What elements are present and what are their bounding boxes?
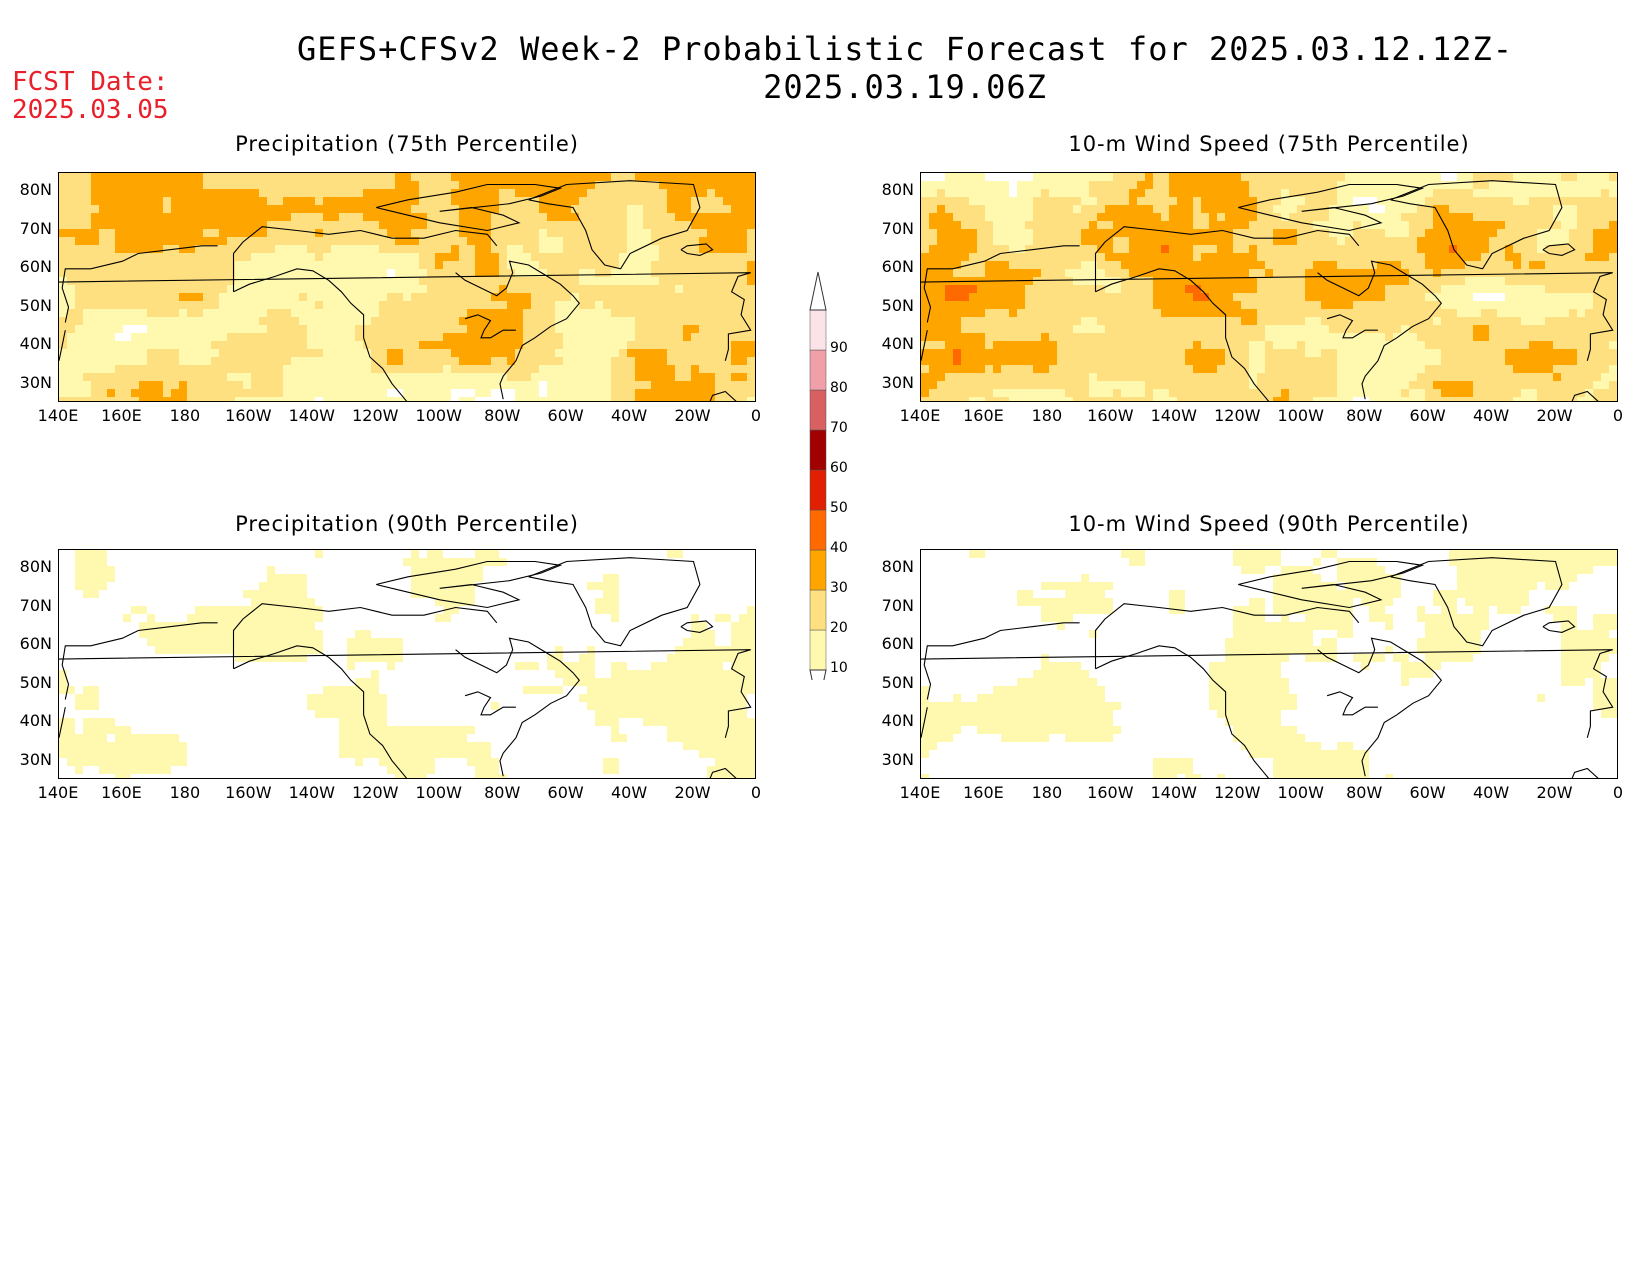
lon-tick-label: 100W: [1277, 783, 1324, 802]
lon-tick-label: 120W: [352, 783, 399, 802]
panel-title-precip-75: Precipitation (75th Percentile): [235, 132, 579, 156]
lon-tick-label: 80W: [484, 783, 521, 802]
lon-tick-label: 60W: [547, 406, 584, 425]
lat-tick-label: 80N: [19, 557, 52, 576]
lon-tick-label: 100W: [1277, 406, 1324, 425]
lat-tick-label: 50N: [881, 295, 914, 315]
lon-tick-label: 140W: [1150, 783, 1197, 802]
lat-tick-label: 60N: [881, 257, 914, 276]
lon-tick-label: 80W: [484, 406, 521, 425]
lat-tick-label: 40N: [19, 711, 52, 730]
page-title: GEFS+CFSv2 Week-2 Probabilistic Forecast…: [297, 30, 1513, 106]
map-wind-75: [920, 172, 1618, 402]
lon-tick-label: 140E: [899, 406, 941, 425]
forecast-date-block: FCST Date: 2025.03.05: [12, 68, 169, 124]
lon-tick-label: 60W: [1409, 406, 1446, 425]
lon-tick-label: 160E: [101, 783, 142, 802]
lat-tick-label: 80N: [881, 557, 914, 576]
lat-tick-label: 60N: [881, 634, 914, 653]
lat-tick-label: 50N: [19, 672, 52, 692]
lon-tick-label: 120W: [1214, 783, 1261, 802]
lon-tick-label: 20W: [674, 406, 711, 425]
lon-tick-label: 120W: [352, 406, 399, 425]
lon-tick-label: 160E: [101, 406, 142, 425]
lat-tick-label: 30N: [881, 372, 914, 392]
colorbar: [808, 270, 828, 709]
lon-tick-label: 40W: [610, 406, 648, 425]
colorbar-level-label: 90: [830, 340, 848, 356]
lat-tick-label: 40N: [881, 711, 914, 730]
colorbar-level-label: 30: [830, 580, 848, 596]
lat-tick-label: 70N: [881, 595, 914, 615]
lon-tick-label: 100W: [415, 406, 462, 425]
lon-tick-label: 40W: [1472, 783, 1510, 802]
colorbar-level-label: 40: [830, 540, 848, 556]
lat-tick-label: 70N: [19, 218, 52, 238]
lon-tick-label: 180: [169, 783, 201, 802]
lon-tick-label: 160W: [1087, 406, 1134, 425]
colorbar-level-label: 70: [830, 420, 848, 436]
lat-tick-label: 70N: [881, 218, 914, 238]
lon-tick-label: 20W: [674, 783, 711, 802]
map-wind-90: [920, 549, 1618, 779]
lat-tick-label: 30N: [19, 749, 52, 769]
lat-tick-label: 50N: [19, 295, 52, 315]
lat-tick-label: 60N: [19, 634, 52, 653]
lon-tick-label: 0: [1612, 406, 1624, 425]
lon-tick-label: 60W: [547, 783, 584, 802]
lon-tick-label: 160E: [963, 783, 1004, 802]
colorbar-level-label: 10: [830, 660, 848, 676]
panel-title-wind-90: 10-m Wind Speed (90th Percentile): [1068, 512, 1470, 536]
lon-tick-label: 40W: [610, 783, 648, 802]
lon-tick-label: 20W: [1536, 406, 1573, 425]
lon-tick-label: 0: [750, 783, 762, 802]
lat-tick-label: 30N: [19, 372, 52, 392]
lon-tick-label: 180: [1031, 406, 1063, 425]
lat-tick-label: 60N: [19, 257, 52, 276]
lon-tick-label: 0: [750, 406, 762, 425]
lat-tick-label: 80N: [19, 180, 52, 199]
lon-tick-label: 120W: [1214, 406, 1261, 425]
map-precip-75: [58, 172, 756, 402]
lon-tick-label: 60W: [1409, 783, 1446, 802]
forecast-date-label: FCST Date:: [12, 67, 169, 97]
colorbar-level-label: 60: [830, 460, 848, 476]
lon-tick-label: 80W: [1346, 406, 1383, 425]
lat-tick-label: 40N: [19, 334, 52, 353]
lon-tick-label: 80W: [1346, 783, 1383, 802]
lat-tick-label: 50N: [881, 672, 914, 692]
panel-title-precip-90: Precipitation (90th Percentile): [235, 512, 579, 536]
lon-tick-label: 160W: [1087, 783, 1134, 802]
lon-tick-label: 20W: [1536, 783, 1573, 802]
lon-tick-label: 140W: [288, 783, 335, 802]
lon-tick-label: 160E: [963, 406, 1004, 425]
lon-tick-label: 140E: [37, 406, 79, 425]
lon-tick-label: 180: [1031, 783, 1063, 802]
lon-tick-label: 40W: [1472, 406, 1510, 425]
lon-tick-label: 140W: [288, 406, 335, 425]
lon-tick-label: 160W: [225, 783, 272, 802]
colorbar-level-label: 20: [830, 620, 848, 636]
map-precip-90: [58, 549, 756, 779]
colorbar-level-label: 50: [830, 500, 848, 516]
lon-tick-label: 140W: [1150, 406, 1197, 425]
lon-tick-label: 100W: [415, 783, 462, 802]
lat-tick-label: 30N: [881, 749, 914, 769]
lat-tick-label: 70N: [19, 595, 52, 615]
lon-tick-label: 140E: [37, 783, 79, 802]
lon-tick-label: 140E: [899, 783, 941, 802]
lon-tick-label: 180: [169, 406, 201, 425]
lat-tick-label: 40N: [881, 334, 914, 353]
lat-tick-label: 80N: [881, 180, 914, 199]
lon-tick-label: 0: [1612, 783, 1624, 802]
panel-title-wind-75: 10-m Wind Speed (75th Percentile): [1068, 132, 1470, 156]
colorbar-level-label: 80: [830, 380, 848, 396]
lon-tick-label: 160W: [225, 406, 272, 425]
forecast-date-value: 2025.03.05: [12, 95, 169, 125]
